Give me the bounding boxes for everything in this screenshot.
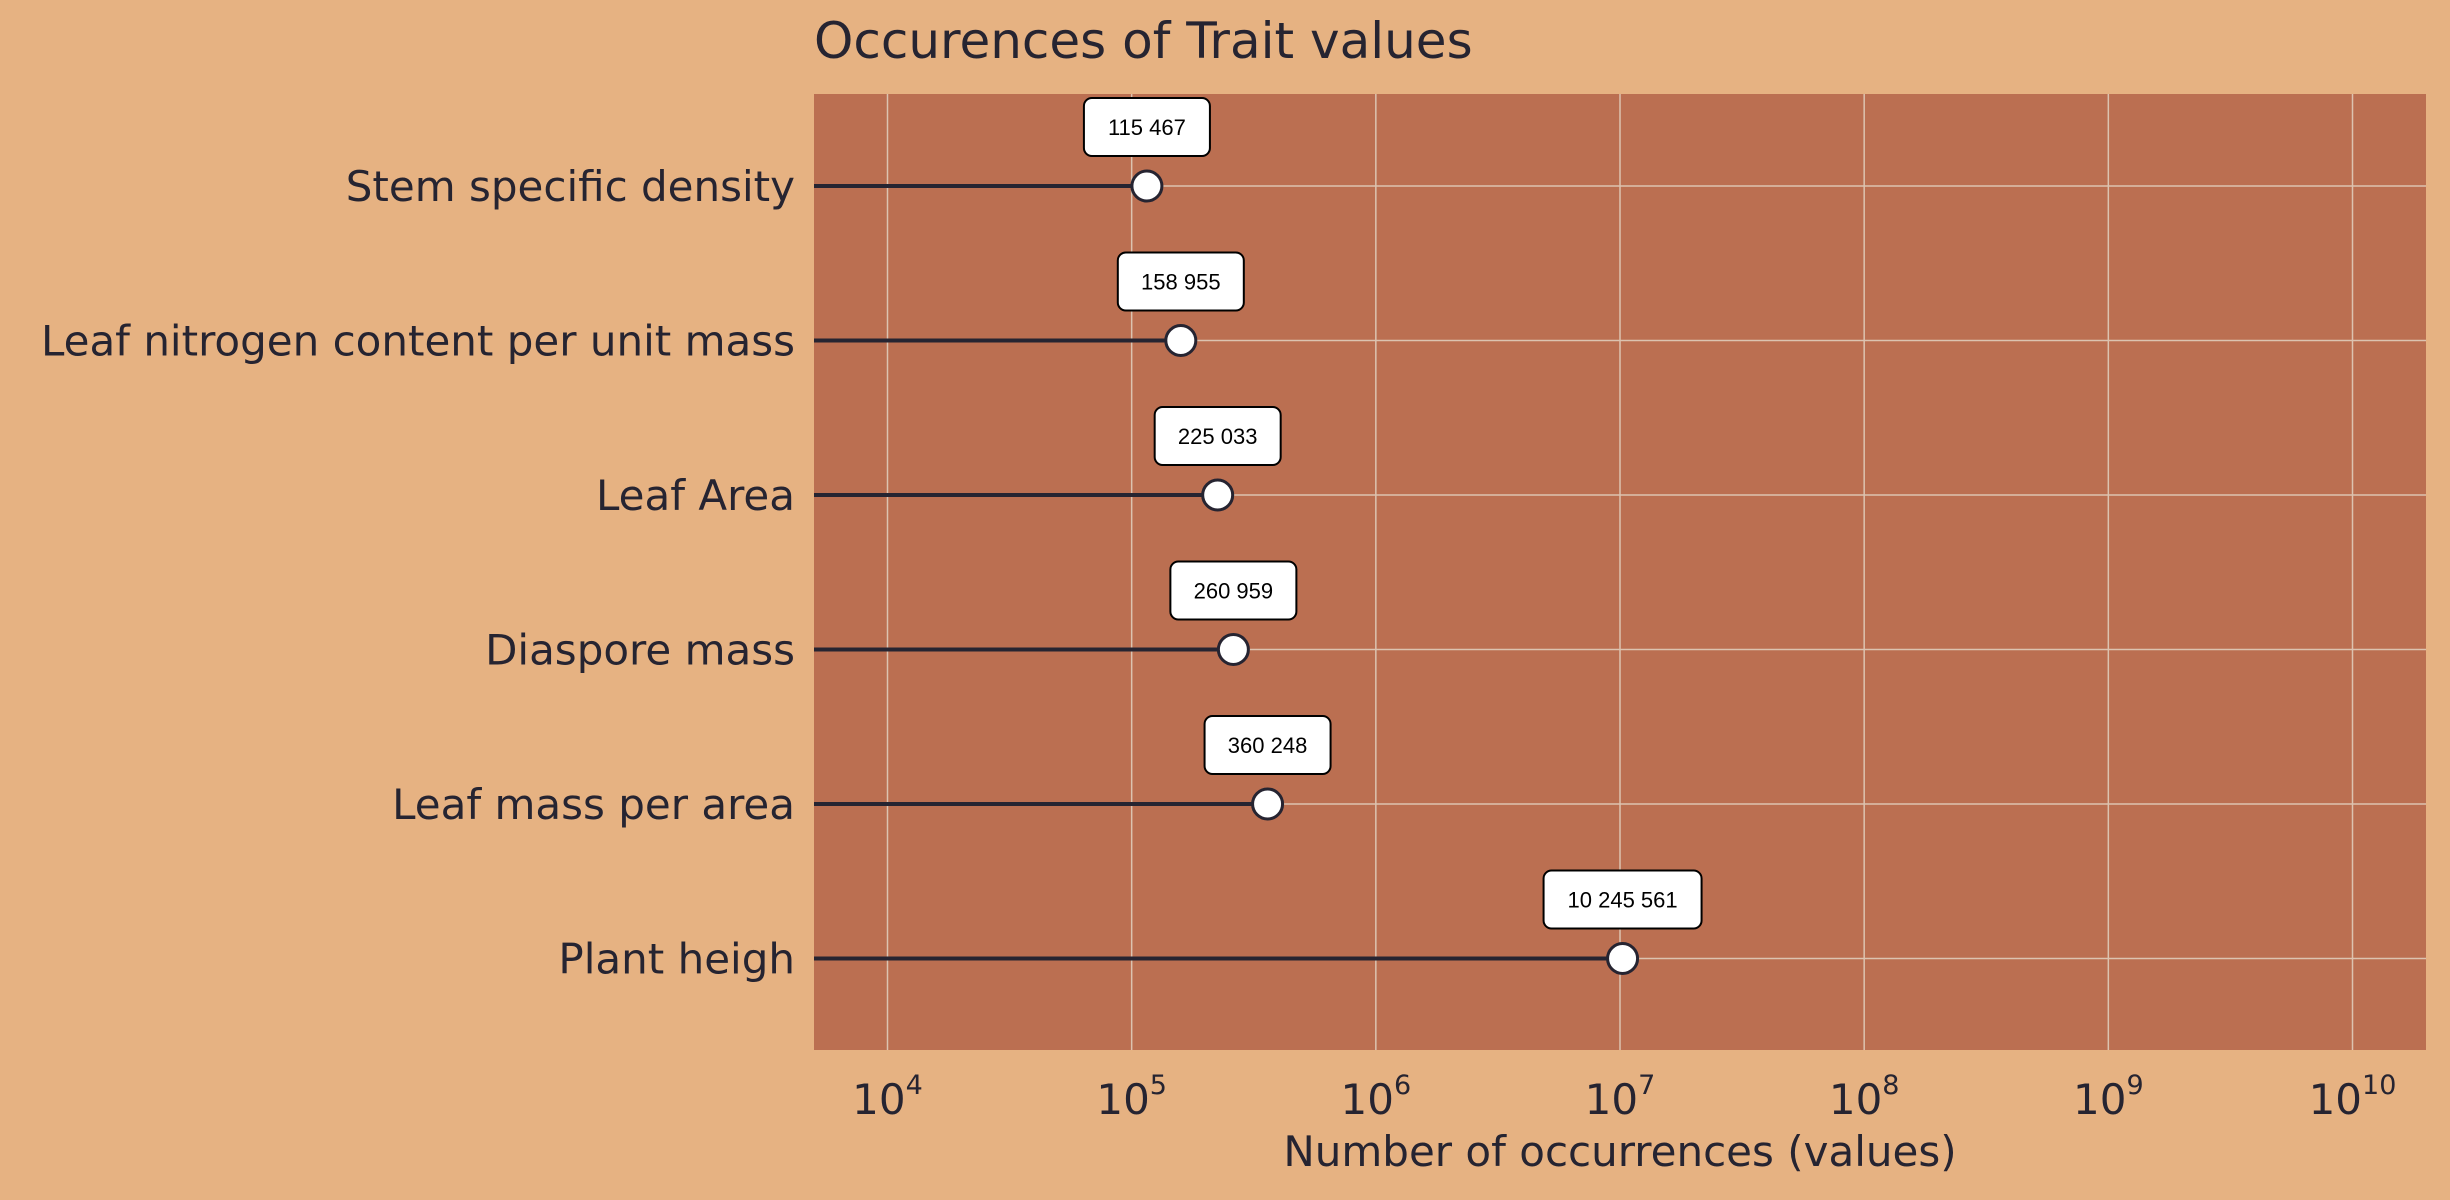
x-tick-exponent: 5 [1150,1070,1167,1101]
data-label-box [1542,869,1703,930]
category-label: Stem specific density [346,162,795,211]
markers [1130,169,1640,975]
data-label: 260 959 [1194,579,1274,604]
data-label: 10 245 561 [1568,888,1678,913]
x-tick-label: 107 [1585,1070,1656,1124]
category-label: Diaspore mass [485,626,795,675]
data-label: 360 248 [1228,733,1308,758]
category-labels: Stem specific density Leaf nitrogen conte… [41,162,795,984]
x-tick-base: 10 [1829,1075,1882,1124]
x-tick-base: 10 [1096,1075,1149,1124]
x-tick-label: 105 [1096,1070,1167,1124]
category-label: Leaf mass per area [392,780,795,829]
x-tick-label: 109 [2073,1070,2144,1124]
lollipop-marker [1606,942,1640,975]
x-tick-label: 104 [852,1070,923,1124]
category-label: Leaf nitrogen content per unit mass [41,317,795,366]
x-tick-exponent: 9 [2126,1070,2143,1101]
x-tick-label: 1010 [2309,1070,2397,1124]
data-label-box [1203,715,1332,775]
x-tick-base: 10 [852,1075,905,1124]
x-tick-base: 10 [1585,1075,1638,1124]
x-tick-labels: 104 105 106 107 108 109 1010 [852,1070,2396,1124]
category-label: Plant heigh [558,935,795,984]
x-tick-exponent: 4 [906,1070,923,1101]
data-label: 158 955 [1141,270,1221,295]
lollipop-marker [1130,169,1164,203]
x-tick-exponent: 6 [1394,1070,1411,1101]
x-axis-label: Number of occurrences (values) [1283,1127,1956,1176]
x-tick-base: 10 [2309,1075,2362,1124]
x-tick-exponent: 8 [1882,1070,1899,1101]
data-label-box [1082,97,1211,157]
chart-title: Occurences of Trait values [814,12,1473,70]
lollipop-marker [1164,324,1198,357]
x-tick-exponent: 10 [2362,1070,2396,1101]
x-tick-label: 106 [1341,1070,1412,1124]
data-label: 115 467 [1108,115,1186,140]
data-label-box [1116,251,1245,312]
data-label-box [1153,406,1282,466]
category-label: Leaf Area [596,471,795,520]
x-tick-base: 10 [1341,1075,1394,1124]
x-tick-exponent: 7 [1638,1070,1655,1101]
data-label-box [1169,560,1298,621]
lollipop-marker [1251,787,1285,821]
stems [814,184,1623,961]
lollipop-marker [1216,633,1250,666]
x-tick-label: 108 [1829,1070,1900,1124]
data-label: 225 033 [1178,424,1258,449]
data-labels: 115 467 158 955 225 033 260 959 360 248 10 24… [1082,97,1703,930]
lollipop-marker [1201,478,1235,512]
x-tick-base: 10 [2073,1075,2126,1124]
